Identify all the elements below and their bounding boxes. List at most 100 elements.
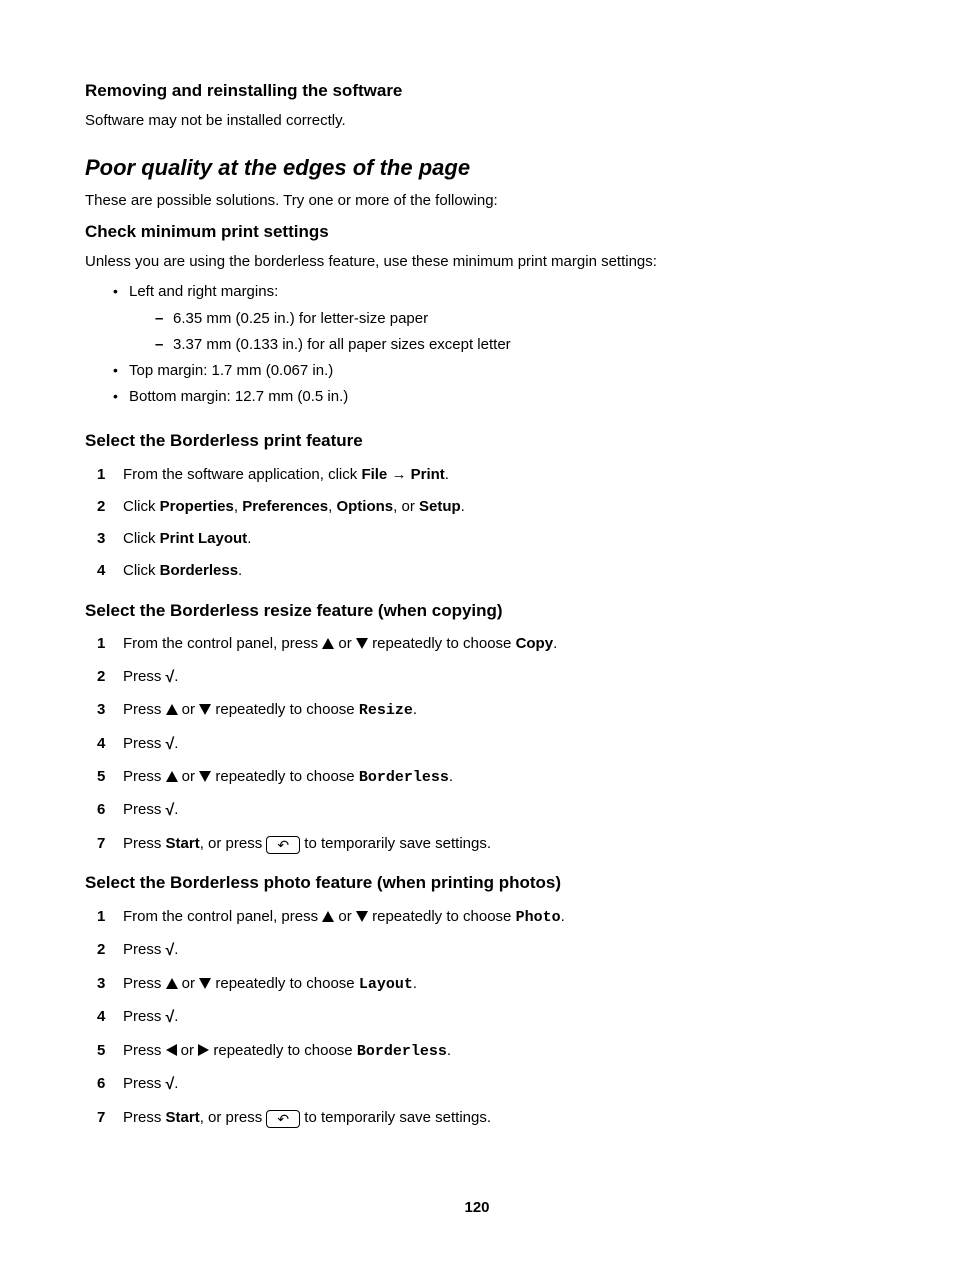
step-item: Press √.	[95, 940, 869, 962]
heading-borderless-photo: Select the Borderless photo feature (whe…	[85, 872, 869, 895]
text: repeatedly to choose	[368, 635, 516, 652]
heading-borderless-print: Select the Borderless print feature	[85, 430, 869, 453]
step-item: Press √.	[95, 1007, 869, 1029]
step-item: From the software application, click Fil…	[95, 465, 869, 485]
label-layout: Layout	[359, 976, 413, 993]
list-item: Left and right margins: 6.35 mm (0.25 in…	[109, 282, 869, 355]
text-poor-quality-intro: These are possible solutions. Try one or…	[85, 191, 869, 211]
label-start: Start	[166, 835, 200, 852]
step-item: Click Properties, Preferences, Options, …	[95, 497, 869, 517]
triangle-up-icon	[166, 771, 178, 782]
list-item: Bottom margin: 12.7 mm (0.5 in.)	[109, 387, 869, 407]
triangle-left-icon	[166, 1044, 177, 1056]
back-button-icon: ↶	[266, 836, 300, 854]
text: , or press	[200, 1109, 267, 1126]
text: repeatedly to choose	[211, 768, 359, 785]
text: Press	[123, 801, 166, 818]
steps-borderless-resize: From the control panel, press or repeate…	[95, 634, 869, 854]
check-icon: √	[166, 1007, 175, 1029]
text: or	[178, 975, 200, 992]
text: to temporarily save settings.	[300, 1109, 491, 1126]
text: Press	[123, 835, 166, 852]
text: repeatedly to choose	[209, 1042, 357, 1059]
step-item: Press √.	[95, 667, 869, 689]
label-properties: Properties	[160, 498, 234, 515]
heading-check-min: Check minimum print settings	[85, 221, 869, 244]
text: Click	[123, 530, 160, 547]
step-item: From the control panel, press or repeate…	[95, 634, 869, 654]
text-left-right: Left and right margins:	[129, 283, 278, 300]
list-lr-values: 6.35 mm (0.25 in.) for letter-size paper…	[153, 309, 869, 356]
step-item: Press Start, or press ↶ to temporarily s…	[95, 1108, 869, 1128]
text: or	[177, 1042, 199, 1059]
back-button-icon: ↶	[266, 1110, 300, 1128]
label-resize: Resize	[359, 702, 413, 719]
list-margins: Left and right margins: 6.35 mm (0.25 in…	[109, 282, 869, 407]
triangle-up-icon	[166, 704, 178, 715]
text: Press	[123, 668, 166, 685]
steps-borderless-print: From the software application, click Fil…	[95, 465, 869, 582]
triangle-down-icon	[356, 638, 368, 649]
step-item: Click Print Layout.	[95, 529, 869, 549]
label-file: File	[361, 466, 387, 483]
text: Press	[123, 768, 166, 785]
check-icon: √	[166, 940, 175, 962]
step-item: Click Borderless.	[95, 561, 869, 581]
text: Press	[123, 1008, 166, 1025]
triangle-up-icon	[322, 638, 334, 649]
text: to temporarily save settings.	[300, 835, 491, 852]
text: Press	[123, 1075, 166, 1092]
text: From the control panel, press	[123, 908, 322, 925]
heading-borderless-resize: Select the Borderless resize feature (wh…	[85, 600, 869, 623]
list-item: Top margin: 1.7 mm (0.067 in.)	[109, 361, 869, 381]
steps-borderless-photo: From the control panel, press or repeate…	[95, 907, 869, 1128]
label-copy: Copy	[516, 635, 554, 652]
triangle-right-icon	[198, 1044, 209, 1056]
text: From the control panel, press	[123, 635, 322, 652]
label-preferences: Preferences	[242, 498, 328, 515]
text: Press	[123, 975, 166, 992]
label-options: Options	[336, 498, 393, 515]
step-item: Press √.	[95, 800, 869, 822]
step-item: Press or repeatedly to choose Borderless…	[95, 767, 869, 788]
step-item: From the control panel, press or repeate…	[95, 907, 869, 928]
step-item: Press or repeatedly to choose Layout.	[95, 974, 869, 995]
text: repeatedly to choose	[368, 908, 516, 925]
text: or	[178, 701, 200, 718]
text: Press	[123, 701, 166, 718]
triangle-up-icon	[322, 911, 334, 922]
text: repeatedly to choose	[211, 701, 359, 718]
text: Click	[123, 498, 160, 515]
label-start: Start	[166, 1109, 200, 1126]
check-icon: √	[166, 800, 175, 822]
text: , or press	[200, 835, 267, 852]
label-borderless-mono: Borderless	[357, 1043, 447, 1060]
triangle-down-icon	[199, 978, 211, 989]
text: or	[334, 908, 356, 925]
heading-poor-quality: Poor quality at the edges of the page	[85, 153, 869, 183]
step-item: Press √.	[95, 1074, 869, 1096]
text: Press	[123, 1042, 166, 1059]
text-software-body: Software may not be installed correctly.	[85, 111, 869, 131]
text: repeatedly to choose	[211, 975, 359, 992]
label-setup: Setup	[419, 498, 461, 515]
text: or	[178, 768, 200, 785]
text: Press	[123, 735, 166, 752]
text: From the software application, click	[123, 466, 361, 483]
label-print-layout: Print Layout	[160, 530, 248, 547]
label-photo: Photo	[516, 909, 561, 926]
page-number: 120	[85, 1198, 869, 1218]
step-item: Press or repeatedly to choose Borderless…	[95, 1041, 869, 1062]
step-item: Press or repeatedly to choose Resize.	[95, 700, 869, 721]
triangle-up-icon	[166, 978, 178, 989]
list-item: 3.37 mm (0.133 in.) for all paper sizes …	[153, 335, 869, 355]
check-icon: √	[166, 734, 175, 756]
check-icon: √	[166, 1074, 175, 1096]
text: Press	[123, 941, 166, 958]
check-icon: √	[166, 667, 175, 689]
label-borderless: Borderless	[160, 562, 238, 579]
text: Press	[123, 1109, 166, 1126]
list-item: 6.35 mm (0.25 in.) for letter-size paper	[153, 309, 869, 329]
step-item: Press √.	[95, 734, 869, 756]
label-print: Print	[411, 466, 445, 483]
